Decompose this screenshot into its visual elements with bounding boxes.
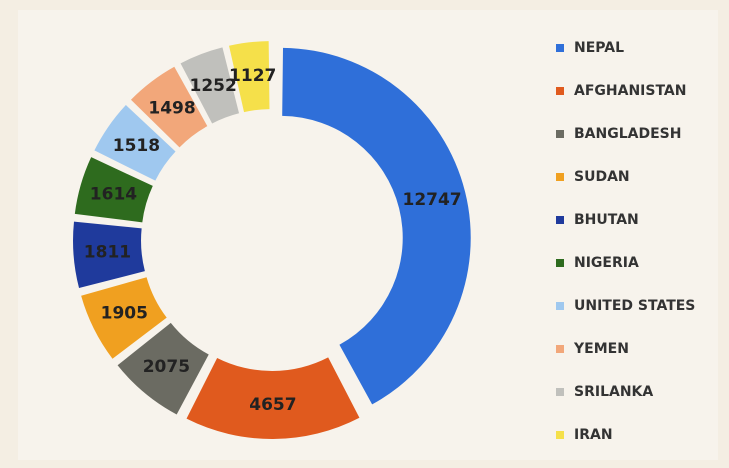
donut-segment — [74, 157, 153, 223]
legend: NEPAL AFGHANISTAN BANGLADESH SUDAN BHUTAN NIG… — [556, 40, 695, 443]
legend-label: BANGLADESH — [574, 126, 681, 142]
donut-segment — [94, 105, 176, 181]
legend-swatch — [556, 216, 564, 224]
legend-label: BHUTAN — [574, 212, 639, 228]
legend-swatch — [556, 302, 564, 310]
legend-swatch — [556, 388, 564, 396]
value-label: 1252 — [189, 76, 236, 96]
value-label: 1614 — [90, 184, 137, 204]
legend-label: SUDAN — [574, 169, 630, 185]
donut-segment — [73, 221, 145, 289]
legend-swatch — [556, 87, 564, 95]
legend-swatch — [556, 173, 564, 181]
legend-label: UNITED STATES — [574, 298, 695, 314]
legend-swatch — [556, 130, 564, 138]
legend-swatch — [556, 345, 564, 353]
value-label: 1127 — [229, 66, 276, 86]
legend-label: IRAN — [574, 427, 613, 443]
value-label: 12747 — [402, 190, 461, 210]
donut-segment — [229, 41, 270, 113]
donut-segment — [130, 66, 208, 148]
value-label: 2075 — [143, 357, 190, 377]
legend-label: SRILANKA — [574, 384, 653, 400]
legend-label: NIGERIA — [574, 255, 639, 271]
donut: 12747 4657 2075 1905 1811 1614 1518 1498 1252112… — [73, 41, 471, 439]
legend-label: YEMEN — [573, 341, 629, 357]
value-label: 4657 — [249, 395, 296, 415]
value-label: 1905 — [101, 304, 148, 324]
donut-segment — [180, 47, 240, 124]
donut-segment — [81, 277, 167, 359]
donut-segment — [282, 47, 471, 405]
legend-swatch — [556, 44, 564, 52]
donut-segment — [117, 322, 209, 415]
legend-swatch — [556, 431, 564, 439]
value-label: 1811 — [84, 242, 131, 262]
legend-label: NEPAL — [574, 40, 624, 56]
legend-label: AFGHANISTAN — [574, 83, 686, 99]
value-label: 1498 — [148, 99, 195, 119]
legend-swatch — [556, 259, 564, 267]
donut-segment — [186, 357, 360, 439]
value-label: 1518 — [113, 136, 160, 156]
